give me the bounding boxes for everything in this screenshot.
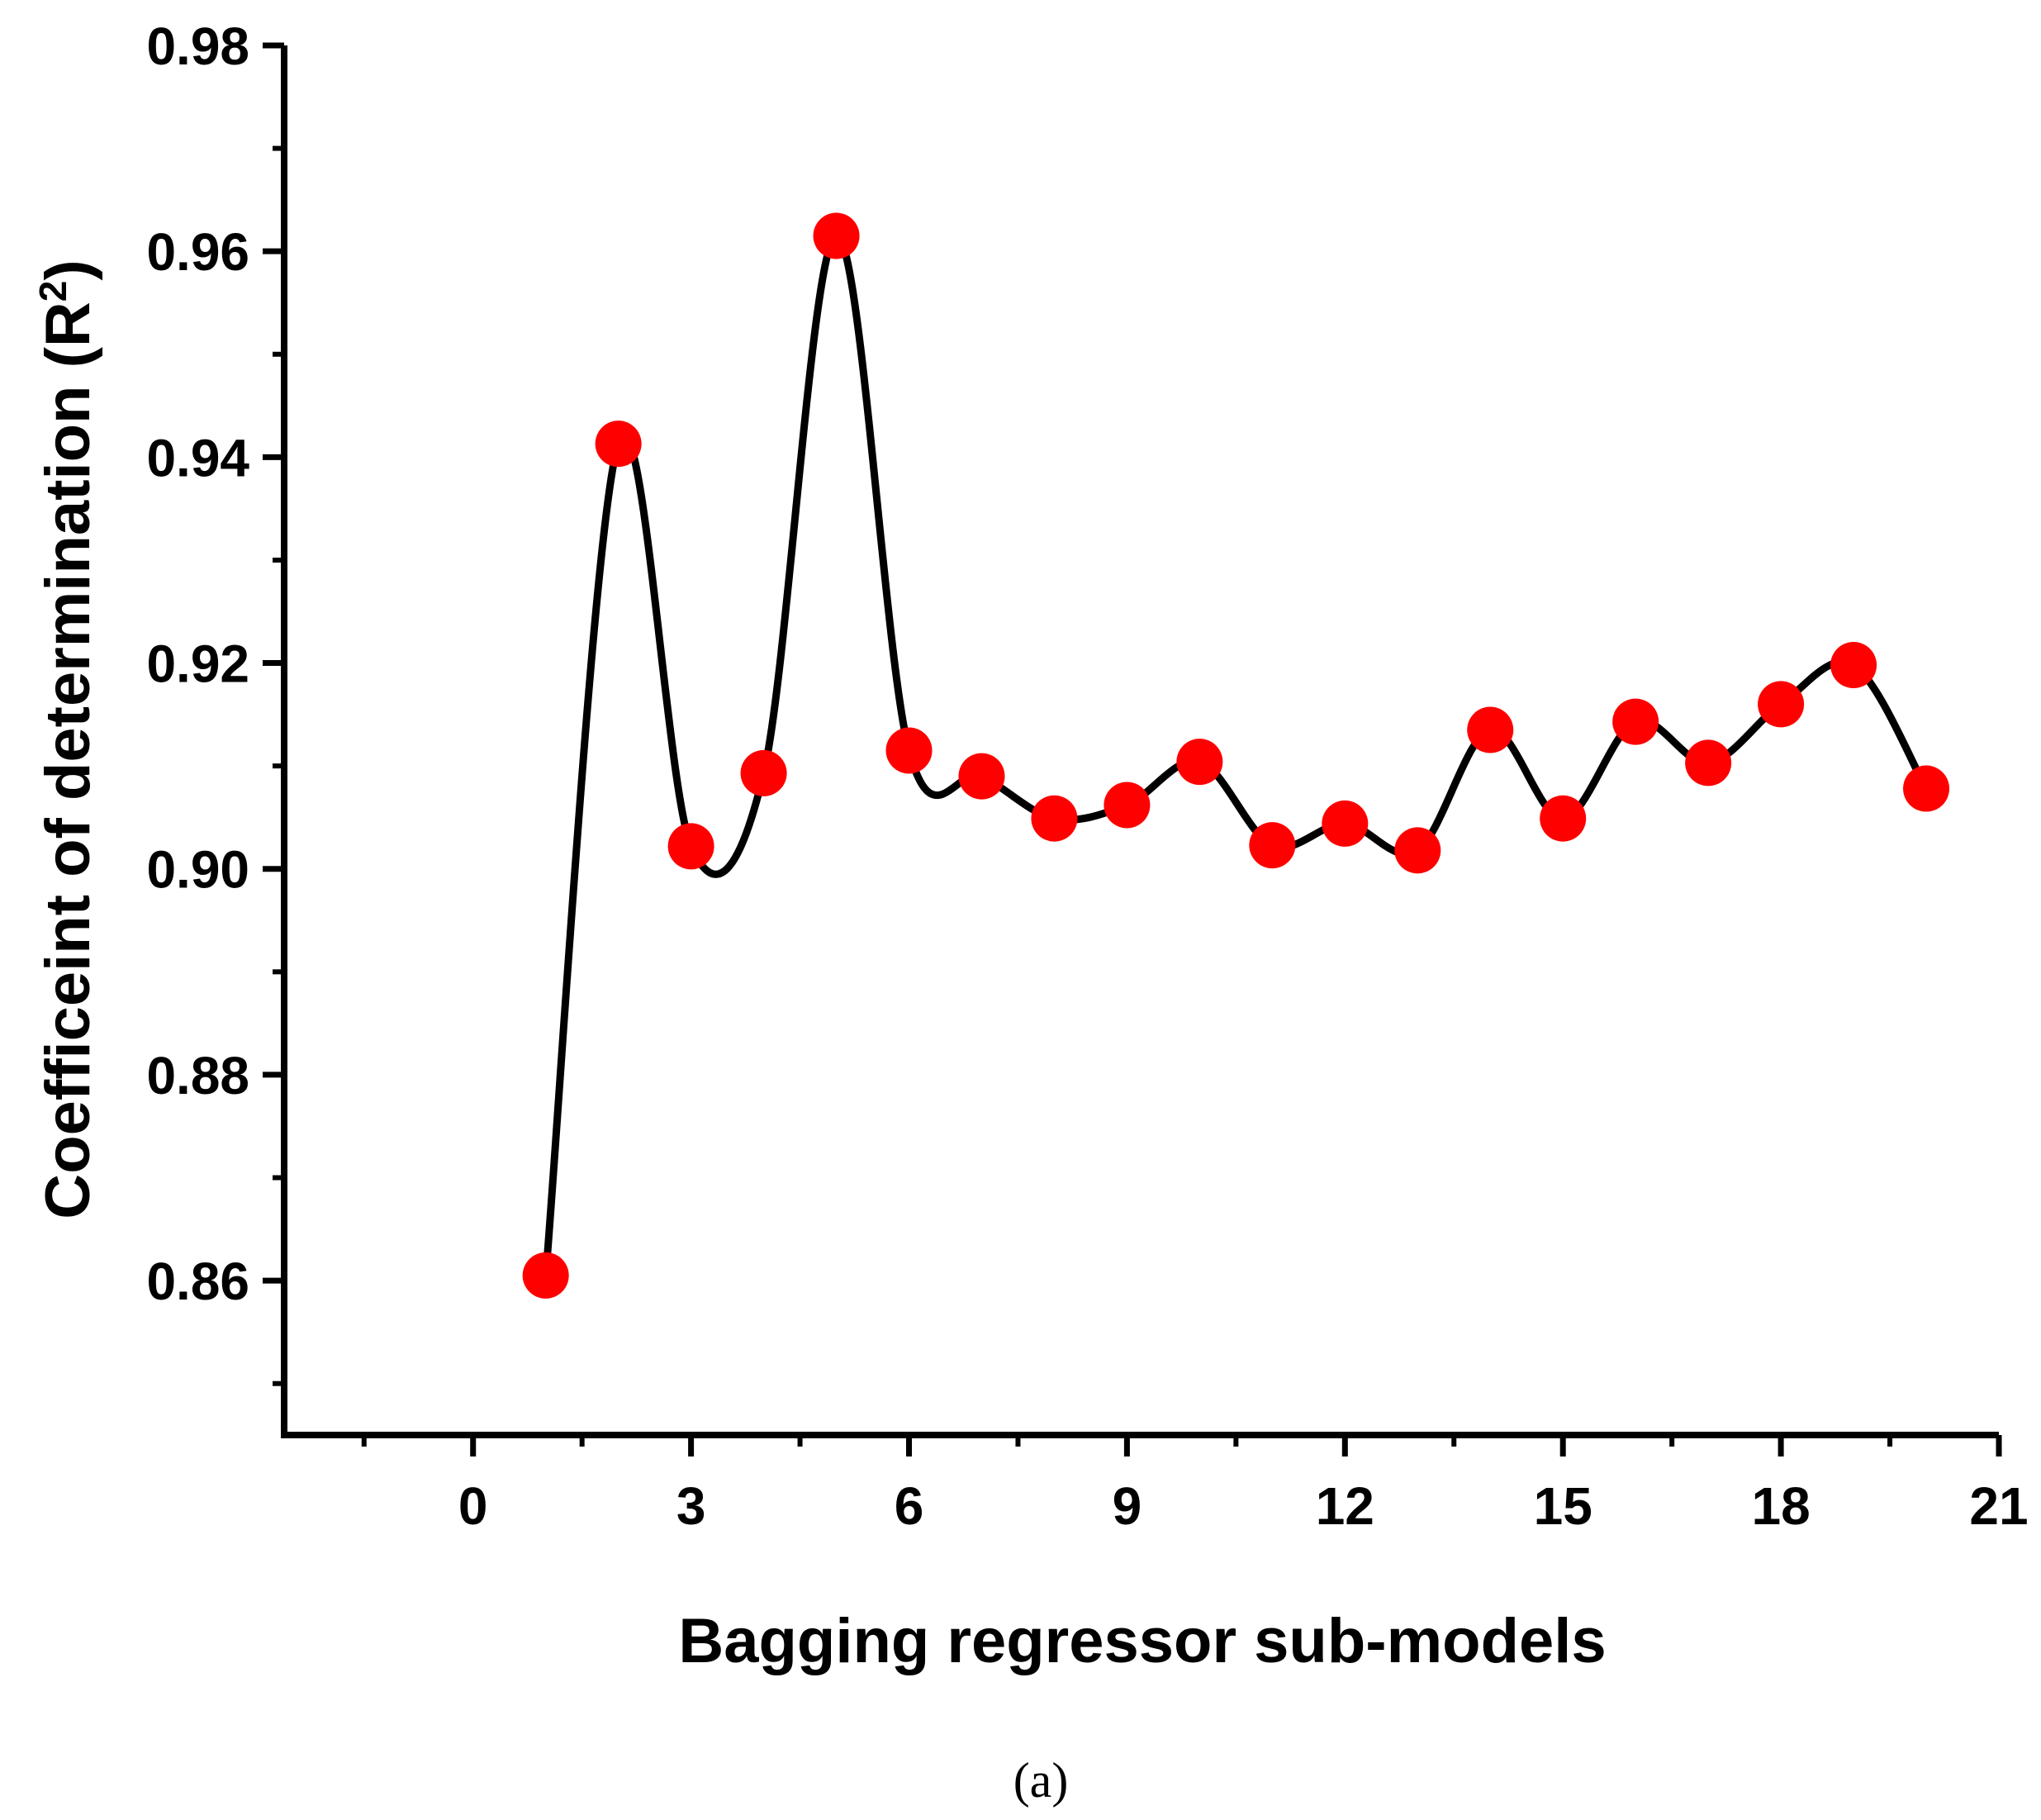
x-tick-label: 0 (458, 1476, 488, 1536)
y-axis-title: Coefficeint of determination (R2) (31, 259, 103, 1219)
data-point (1031, 795, 1078, 842)
y-tick-label: 0.90 (146, 840, 249, 900)
x-tick-label: 12 (1316, 1476, 1374, 1536)
data-point (1903, 765, 1950, 812)
data-point (740, 749, 787, 796)
figure-caption: (a) (1013, 1753, 1069, 1808)
y-axis-title-close: ) (33, 259, 103, 280)
y-axis-title-main: Coefficeint of determination (R (33, 302, 103, 1219)
x-tick-label: 15 (1534, 1476, 1592, 1536)
data-point (1830, 642, 1877, 689)
data-point (958, 753, 1005, 800)
data-point (1322, 800, 1369, 847)
data-point (522, 1252, 569, 1299)
data-point (1758, 681, 1805, 728)
x-tick-label: 3 (676, 1476, 706, 1536)
x-tick-label: 21 (1969, 1476, 2028, 1536)
x-tick-label: 18 (1752, 1476, 1811, 1536)
x-axis-title: Bagging regressor sub-models (678, 1606, 1606, 1676)
data-point (1394, 827, 1441, 874)
data-point (1249, 822, 1296, 869)
data-point (1467, 706, 1514, 753)
marker-layer (522, 212, 1950, 1299)
data-point (1176, 739, 1223, 786)
data-point (885, 727, 933, 774)
x-tick-label: 6 (895, 1476, 924, 1536)
data-point (1104, 782, 1151, 829)
data-point (1685, 739, 1732, 786)
y-axis-title-superscript: 2 (31, 281, 74, 302)
data-point (595, 421, 642, 468)
y-tick-label: 0.88 (146, 1046, 249, 1105)
data-point (1612, 698, 1659, 745)
y-tick-label: 0.98 (146, 17, 249, 76)
y-tick-label: 0.86 (146, 1252, 249, 1311)
y-tick-label: 0.92 (146, 634, 249, 694)
axes: 0.86 0.88 0.90 0.92 0.94 0.96 0.98 0 3 6 9 12 15 18 21 (146, 17, 2028, 1536)
y-tick-label: 0.96 (146, 222, 249, 282)
y-tick-label: 0.94 (146, 428, 249, 487)
x-tick-label: 9 (1113, 1476, 1142, 1536)
data-point (1540, 795, 1587, 842)
data-point (813, 212, 860, 259)
data-point (667, 823, 714, 870)
